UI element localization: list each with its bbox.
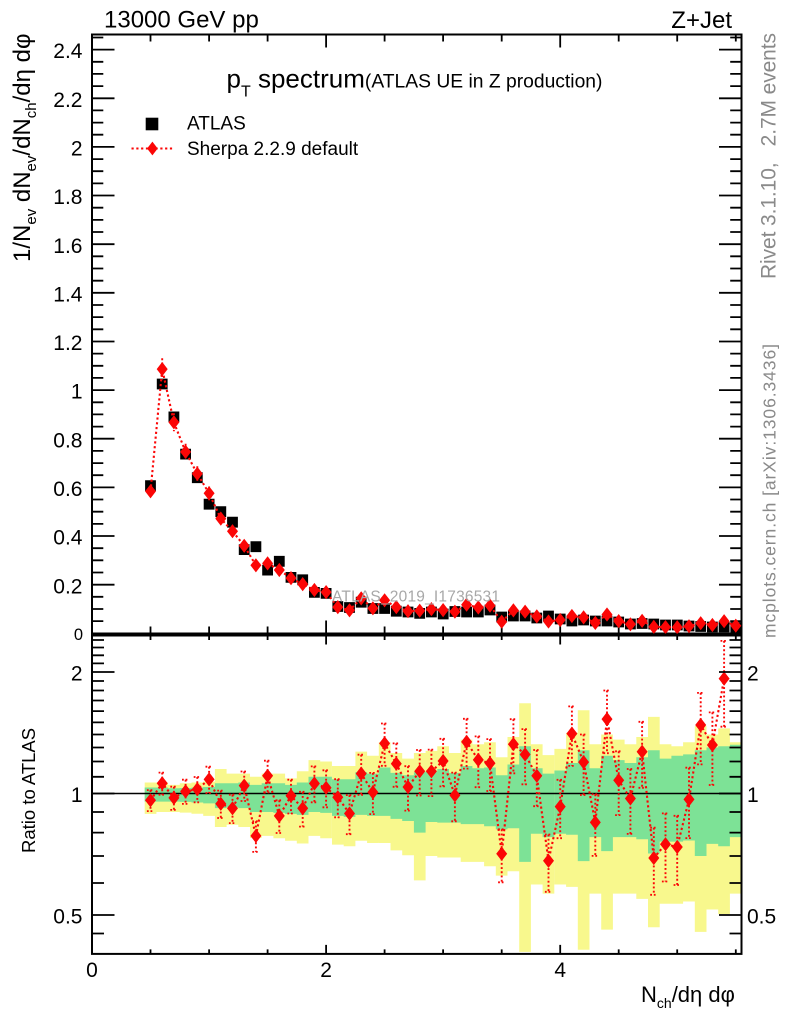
- svg-text:ATLAS_2019_I1736531: ATLAS_2019_I1736531: [332, 589, 500, 606]
- svg-text:2: 2: [747, 663, 759, 686]
- svg-text:1: 1: [71, 784, 83, 807]
- svg-text:Z+Jet: Z+Jet: [671, 7, 732, 34]
- svg-text:2: 2: [71, 138, 83, 161]
- svg-text:0.5: 0.5: [53, 906, 82, 929]
- svg-text:0.2: 0.2: [53, 575, 82, 598]
- svg-text:Sherpa 2.2.9 default: Sherpa 2.2.9 default: [187, 139, 359, 160]
- svg-text:Ratio to ATLAS: Ratio to ATLAS: [18, 728, 39, 853]
- svg-text:1.6: 1.6: [53, 235, 82, 258]
- svg-text:0: 0: [74, 626, 83, 644]
- svg-text:1.4: 1.4: [53, 283, 83, 306]
- svg-text:2: 2: [71, 663, 83, 686]
- svg-text:Nch/dη dφ: Nch/dη dφ: [641, 982, 735, 1011]
- svg-text:1: 1: [71, 381, 83, 404]
- svg-text:1.8: 1.8: [53, 186, 82, 209]
- svg-text:1.2: 1.2: [53, 332, 82, 355]
- svg-text:4: 4: [554, 959, 566, 982]
- svg-text:2.2: 2.2: [53, 89, 82, 112]
- svg-text:1/Nev dNev/dNch/dη dφ: 1/Nev dNev/dNch/dη dφ: [9, 33, 40, 262]
- svg-text:0.4: 0.4: [53, 527, 83, 550]
- svg-text:0.8: 0.8: [53, 429, 82, 452]
- svg-text:ATLAS: ATLAS: [187, 114, 246, 135]
- svg-text:mcplots.cern.ch [arXiv:1306.34: mcplots.cern.ch [arXiv:1306.3436]: [760, 344, 780, 638]
- svg-text:0.6: 0.6: [53, 478, 82, 501]
- svg-text:Rivet 3.1.10, 2.7M events: Rivet 3.1.10, 2.7M events: [758, 33, 781, 279]
- svg-text:0.5: 0.5: [747, 906, 776, 929]
- svg-text:0: 0: [86, 959, 98, 982]
- svg-text:13000 GeV pp: 13000 GeV pp: [104, 7, 259, 34]
- svg-text:2: 2: [320, 959, 332, 982]
- svg-text:2.4: 2.4: [53, 40, 83, 63]
- svg-text:1: 1: [747, 784, 759, 807]
